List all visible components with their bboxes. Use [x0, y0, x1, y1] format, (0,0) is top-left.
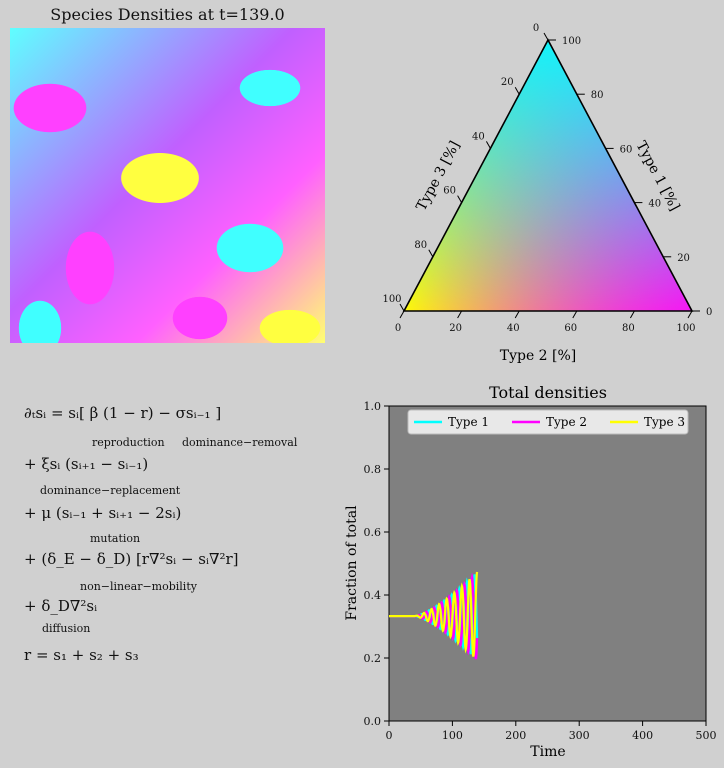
series-line — [389, 571, 479, 657]
x-tick-label: 100 — [442, 729, 463, 742]
y-tick-label: 0.4 — [364, 589, 382, 602]
ternary-tick-bottom: 100 — [676, 323, 695, 334]
equation-line-4: + (δ_E − δ_D) [r∇²sᵢ − sᵢ∇²r] — [24, 550, 239, 568]
x-tick-label: 200 — [505, 729, 526, 742]
ternary-tick-left: 60 — [443, 186, 456, 197]
species-density-heatmap — [10, 28, 325, 343]
label-mutation: mutation — [90, 532, 141, 545]
ternary-tick-bottom: 0 — [395, 323, 401, 334]
ternary-tick-right: 60 — [620, 144, 633, 155]
equation-line-6: r = s₁ + s₂ + s₃ — [24, 646, 139, 664]
label-dominance-replacement: dominance−replacement — [40, 484, 181, 497]
ternary-tick-bottom: 20 — [449, 323, 462, 334]
ternary-triangle — [402, 38, 694, 312]
y-tick-label: 0.2 — [364, 652, 382, 665]
legend-entry: Type 1 — [448, 415, 489, 429]
ternary-label-type2: Type 2 [%] — [500, 348, 577, 364]
ternary-tick-right: 0 — [706, 307, 712, 318]
equation-line-1: ∂ₜsᵢ = sᵢ[ β (1 − r) − σsᵢ₋₁ ] — [24, 404, 222, 422]
ternary-tick-left: 20 — [501, 77, 514, 88]
ternary-tick-right: 20 — [677, 253, 690, 264]
label-non-linear-mobility: non−linear−mobility — [80, 580, 197, 593]
ternary-tick-bottom: 40 — [507, 323, 520, 334]
ternary-tick-bottom: 60 — [564, 323, 577, 334]
ternary-tick-left: 0 — [533, 23, 539, 34]
heatmap-title: Species Densities at t=139.0 — [50, 5, 285, 24]
ternary-tick-left: 100 — [382, 294, 401, 305]
y-axis-label: Fraction of total — [344, 505, 360, 621]
ternary-tick-left: 80 — [414, 240, 427, 251]
ternary-tick-bottom: 80 — [622, 323, 635, 334]
legend-entry: Type 2 — [546, 415, 587, 429]
y-tick-label: 1.0 — [364, 400, 382, 413]
ternary-tick-left: 40 — [472, 131, 485, 142]
x-tick-label: 500 — [696, 729, 717, 742]
y-tick-label: 0.0 — [364, 715, 382, 728]
x-tick-label: 0 — [386, 729, 393, 742]
x-axis-label: Time — [530, 744, 565, 760]
ternary-tick-right: 80 — [591, 90, 604, 101]
equation-line-3: + μ (sᵢ₋₁ + sᵢ₊₁ − 2sᵢ) — [24, 504, 182, 522]
label-dominance-removal: dominance−removal — [182, 436, 298, 449]
plot-area — [388, 405, 707, 722]
x-tick-label: 300 — [569, 729, 590, 742]
equation-line-5: + δ_D∇²sᵢ — [24, 597, 98, 615]
x-tick-label: 400 — [632, 729, 653, 742]
label-diffusion: diffusion — [42, 622, 91, 635]
ternary-tick-right: 40 — [648, 199, 661, 210]
y-tick-label: 0.8 — [364, 463, 382, 476]
chart-title: Total densities — [489, 383, 607, 402]
y-tick-label: 0.6 — [364, 526, 382, 539]
equation-line-2: + ξsᵢ (sᵢ₊₁ − sᵢ₋₁) — [24, 455, 149, 473]
ternary-plot: 0 0 0 20 20 20 40 40 40 60 60 60 80 80 80 100 100 100 Typ… — [382, 23, 712, 364]
ternary-tick-right: 100 — [562, 36, 581, 47]
label-reproduction: reproduction — [92, 436, 165, 449]
legend-entry: Type 3 — [644, 415, 685, 429]
legend: Type 1 Type 2 Type 3 — [407, 409, 689, 435]
